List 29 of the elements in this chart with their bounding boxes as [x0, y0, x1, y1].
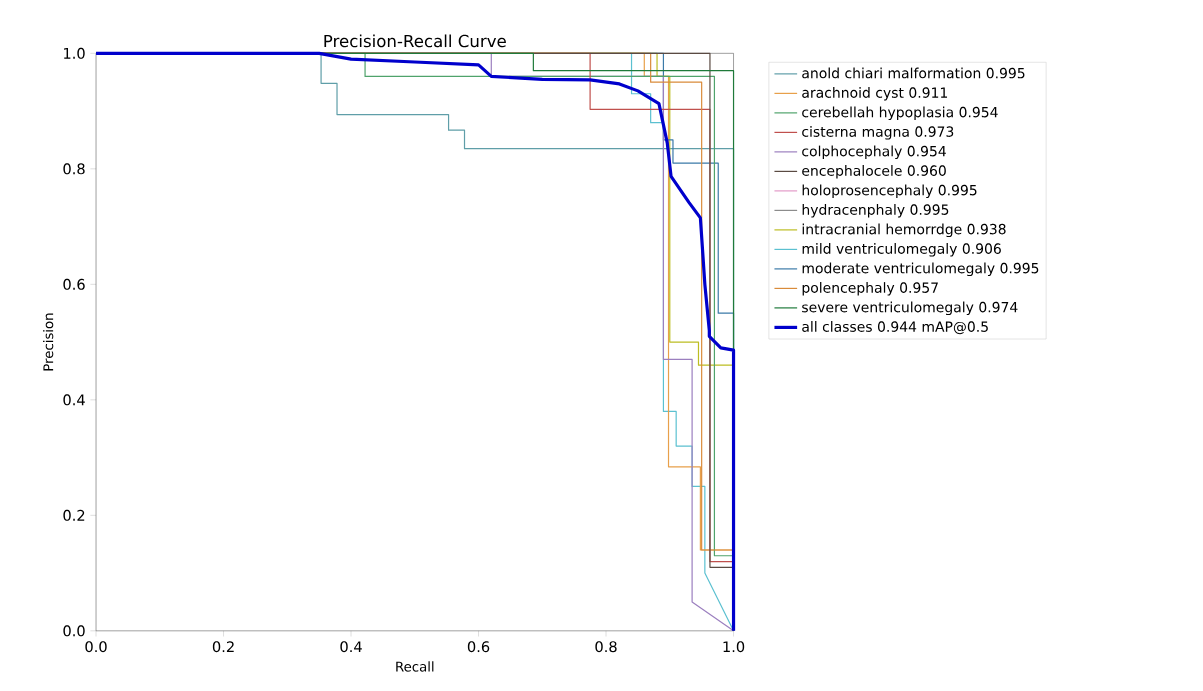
chart-title: Precision-Recall Curve	[324, 34, 506, 48]
legend-label: holoprosencephaly 0.995	[802, 184, 977, 199]
x-tick-label: 0.8	[595, 641, 617, 653]
legend-label: arachnoid cyst 0.911	[802, 87, 948, 101]
legend-label: all classes 0.944 mAP@0.5	[802, 321, 988, 335]
y-tick-label: 0.4	[63, 394, 85, 406]
legend-label: hydracenphaly 0.995	[802, 204, 949, 218]
x-tick-label: 0.4	[340, 641, 362, 653]
x-tick-label: 1.0	[723, 641, 745, 653]
y-tick-label: 0.6	[63, 278, 85, 290]
y-tick-label: 0.8	[63, 163, 85, 175]
legend-label: severe ventriculomegaly 0.974	[802, 301, 1018, 316]
legend-label: mild ventriculomegaly 0.906	[802, 243, 1001, 257]
legend-label: encephalocele 0.960	[802, 165, 946, 179]
y-tick-label: 0.0	[63, 625, 85, 637]
x-tick-label: 0.2	[212, 641, 234, 653]
legend-label: polencephaly 0.957	[802, 282, 938, 296]
legend-label: moderate ventriculomegaly 0.995	[802, 262, 1039, 277]
legend-label: colphocephaly 0.954	[802, 145, 946, 160]
x-tick-label: 0.6	[467, 641, 490, 653]
legend-label: anold chiari malformation 0.995	[802, 67, 1025, 79]
legend-label: cisterna magna 0.973	[802, 126, 954, 140]
legend-label: cerebellah hypoplasia 0.954	[802, 106, 998, 121]
y-tick-label: 0.2	[63, 509, 85, 521]
y-tick-label: 1.0	[64, 47, 85, 59]
x-axis-title: Recall	[396, 661, 434, 672]
legend-label: intracranial hemorrdge 0.938	[802, 223, 1006, 238]
y-axis-title: Precision	[43, 313, 54, 371]
x-tick-label: 0.0	[85, 641, 107, 653]
